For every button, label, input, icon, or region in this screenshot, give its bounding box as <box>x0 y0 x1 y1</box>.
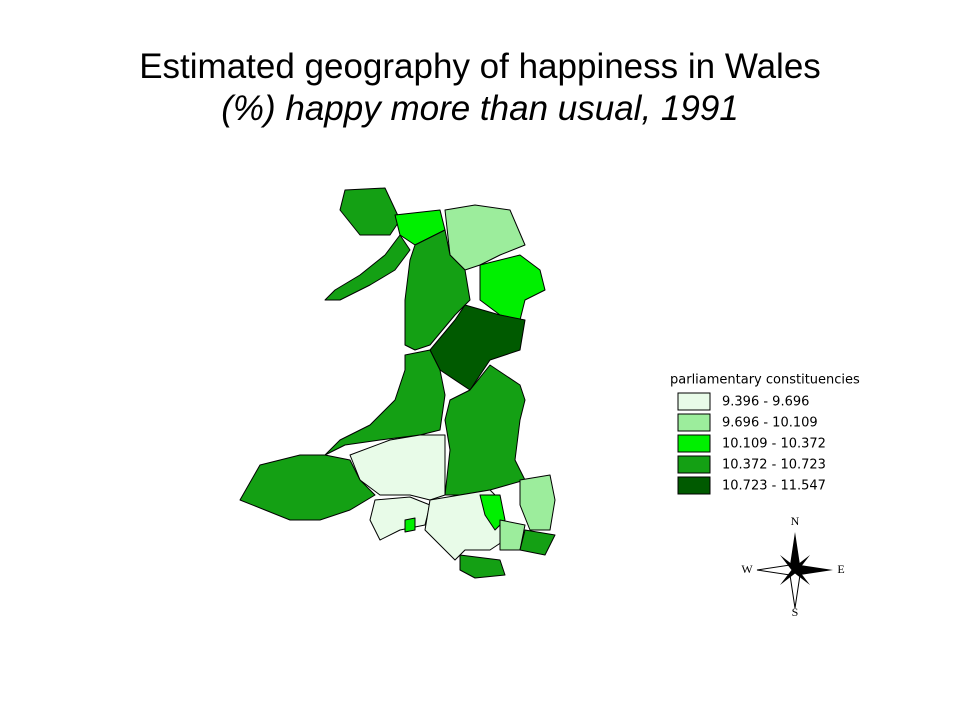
legend-label: 9.696 - 10.109 <box>722 416 818 431</box>
compass-star <box>780 555 797 572</box>
legend-label: 10.372 - 10.723 <box>722 458 826 473</box>
region <box>404 517 416 533</box>
region <box>459 554 506 579</box>
region <box>519 474 556 531</box>
region <box>404 229 471 351</box>
compass-star <box>793 555 810 572</box>
region <box>369 496 431 541</box>
legend-swatch <box>677 476 711 495</box>
compass-n: N <box>791 514 800 528</box>
legend-title: parliamentary constituencies <box>670 373 860 388</box>
region <box>479 254 546 321</box>
region <box>339 187 401 236</box>
legend-swatch <box>677 455 711 474</box>
region <box>324 349 446 456</box>
legend-label: 9.396 - 9.696 <box>722 395 809 410</box>
legend-swatch <box>677 392 711 411</box>
region <box>349 434 446 501</box>
map <box>239 187 556 579</box>
compass-star <box>795 565 833 575</box>
legend: parliamentary constituencies 9.396 - 9.6… <box>670 373 860 495</box>
legend-swatch <box>677 434 711 453</box>
title: Estimated geography of happiness in Wale… <box>139 47 821 86</box>
region <box>324 234 411 301</box>
legend-swatch <box>677 413 711 432</box>
compass-s: S <box>792 605 799 619</box>
legend-label: 10.109 - 10.372 <box>722 437 826 452</box>
compass-star <box>780 568 797 585</box>
region <box>429 304 526 391</box>
region <box>239 454 376 521</box>
compass-e: E <box>837 562 844 576</box>
compass-star <box>790 532 800 570</box>
compass-w: W <box>741 562 753 576</box>
legend-label: 10.723 - 11.547 <box>722 479 826 494</box>
compass-star <box>793 568 810 585</box>
region <box>519 529 556 556</box>
compass: N S W E <box>741 514 844 619</box>
region <box>444 364 526 496</box>
subtitle: (%) happy more than usual, 1991 <box>221 89 739 128</box>
